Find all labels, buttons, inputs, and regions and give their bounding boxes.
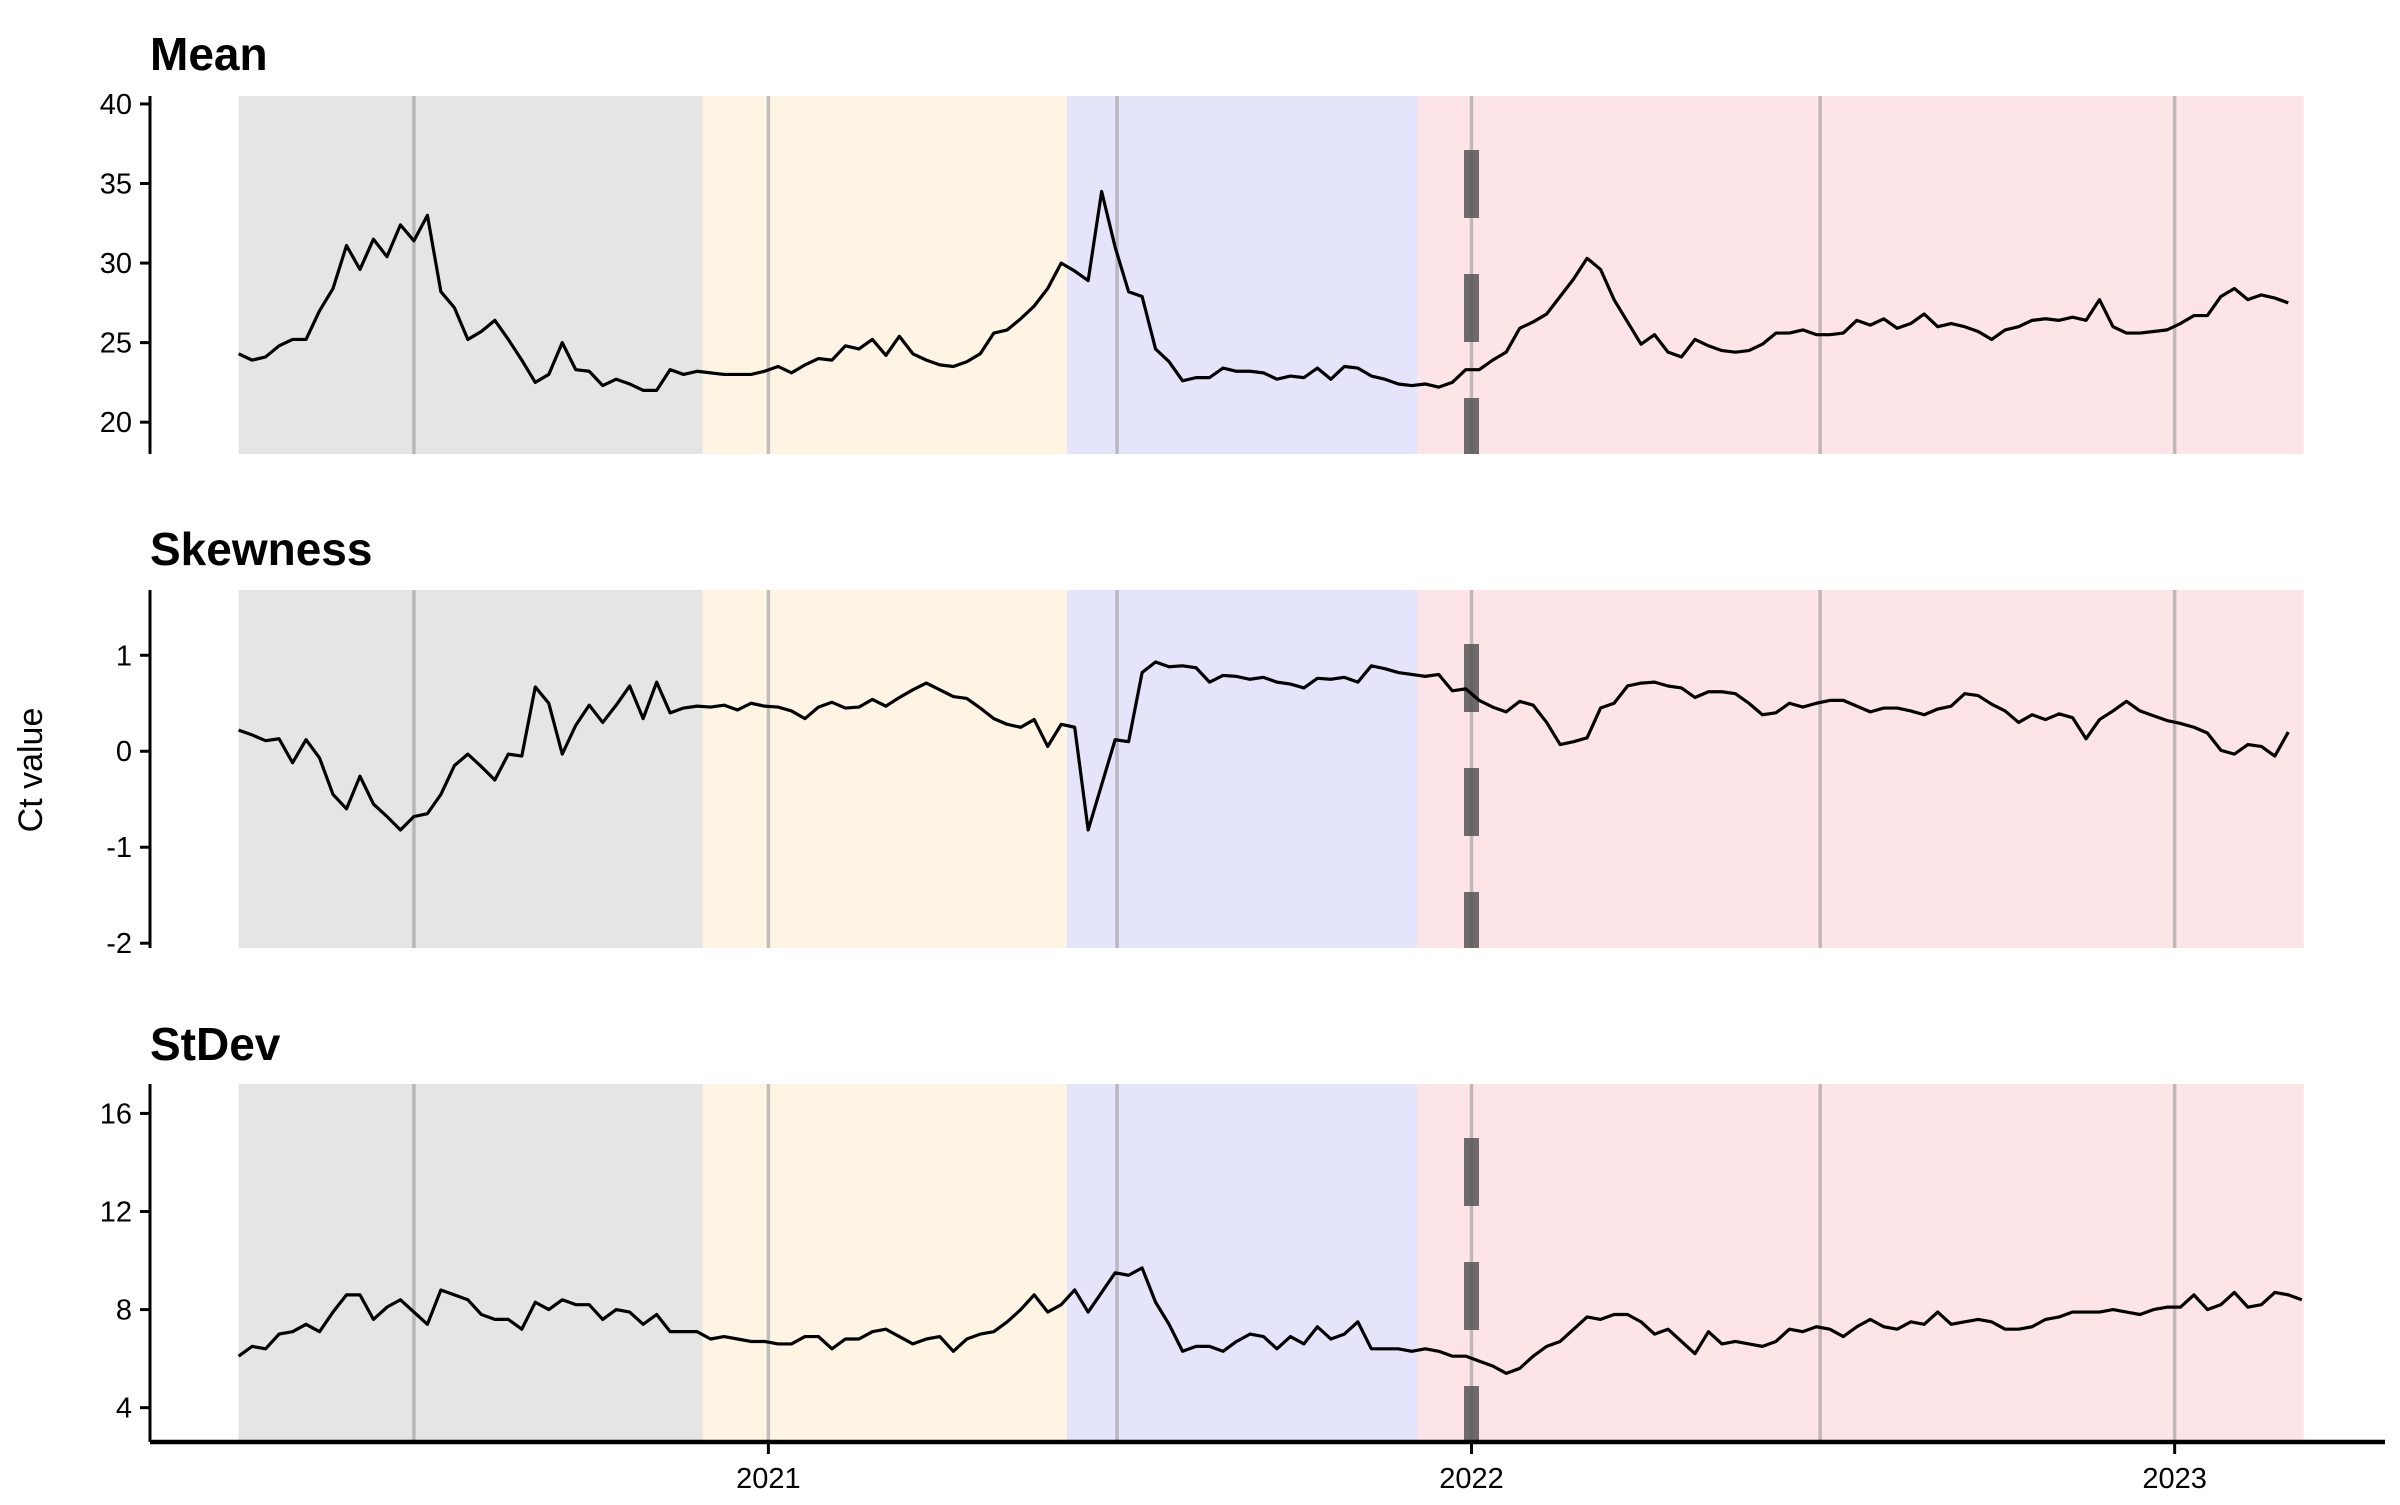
y-tick-label: 4 <box>116 1393 132 1425</box>
background-band-1 <box>702 590 1067 948</box>
y-tick-label: 25 <box>100 328 132 360</box>
panel-title-skewness: Skewness <box>150 523 372 575</box>
background-band-1 <box>702 1084 1067 1442</box>
background-band-3 <box>1417 1084 2304 1442</box>
y-tick-label: 16 <box>100 1098 132 1130</box>
y-tick-label: 20 <box>100 407 132 439</box>
series-line-skewness <box>238 660 2290 832</box>
x-tick-label: 2023 <box>2142 1463 2207 1495</box>
y-axis-title: Ct value <box>12 708 50 833</box>
y-tick-label: 8 <box>116 1295 132 1327</box>
background-band-3 <box>1417 590 2304 948</box>
y-tick-label: 40 <box>100 89 132 121</box>
series-line-stdev <box>237 1266 2303 1375</box>
background-band-3 <box>1417 96 2304 454</box>
background-band-0 <box>238 590 703 948</box>
y-tick-label: 30 <box>100 248 132 280</box>
series-line-mean <box>237 189 2289 392</box>
background-band-2 <box>1066 590 1418 948</box>
panel-title-mean: Mean <box>150 28 268 80</box>
y-tick-label: -1 <box>106 832 132 864</box>
background-band-2 <box>1066 1084 1418 1442</box>
background-band-0 <box>238 96 703 454</box>
panel-mean: Mean 20 25 30 35 40 <box>100 28 2304 454</box>
x-axis: 2021 2022 2023 <box>150 1439 2385 1495</box>
y-tick-label: -2 <box>106 928 132 960</box>
panel-skewness: Skewness 1 0 -1 -2 <box>106 523 2304 960</box>
y-tick-label: 1 <box>116 640 132 672</box>
y-tick-label: 0 <box>116 736 132 768</box>
panel-title-stdev: StDev <box>150 1018 281 1070</box>
y-tick-label: 35 <box>100 169 132 201</box>
background-band-0 <box>238 1084 703 1442</box>
background-band-1 <box>702 96 1067 454</box>
background-band-2 <box>1066 96 1418 454</box>
panel-stdev: StDev 16 12 8 4 <box>100 1018 2304 1442</box>
x-tick-label: 2021 <box>736 1463 801 1495</box>
x-tick-label: 2022 <box>1439 1463 1504 1495</box>
y-tick-label: 12 <box>100 1197 132 1229</box>
